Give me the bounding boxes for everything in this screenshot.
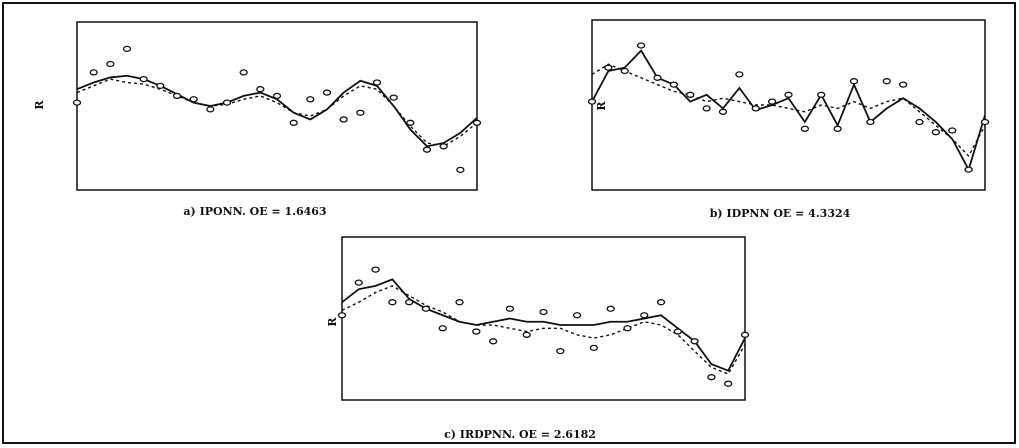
data-point xyxy=(274,93,281,98)
data-point xyxy=(474,120,481,125)
solid-line xyxy=(342,279,745,370)
data-point xyxy=(406,300,413,305)
data-point xyxy=(456,300,463,305)
data-point xyxy=(157,83,164,88)
data-point xyxy=(736,72,743,77)
data-point xyxy=(457,167,464,172)
data-point xyxy=(720,109,727,114)
data-point xyxy=(424,147,431,152)
data-point xyxy=(851,79,858,84)
y-axis-label: R xyxy=(33,100,46,110)
data-point xyxy=(440,144,447,149)
caption: b) IDPNN OE = 4.3324 xyxy=(710,207,851,220)
data-point xyxy=(540,309,547,314)
data-point xyxy=(257,87,264,92)
data-point xyxy=(867,120,874,125)
dashed-line xyxy=(342,286,745,374)
data-point xyxy=(641,313,648,318)
data-point xyxy=(290,120,297,125)
data-point xyxy=(883,79,890,84)
data-point xyxy=(674,329,681,334)
data-point xyxy=(607,306,614,311)
data-point xyxy=(190,97,197,102)
data-point xyxy=(708,375,715,380)
data-point xyxy=(982,120,989,125)
data-point xyxy=(965,167,972,172)
data-point xyxy=(374,80,381,85)
data-point xyxy=(390,95,397,100)
data-point xyxy=(658,300,665,305)
data-point xyxy=(589,99,596,104)
data-point xyxy=(691,339,698,344)
data-point xyxy=(725,381,732,386)
solid-line xyxy=(77,76,477,147)
data-point xyxy=(834,126,841,131)
caption: a) IPONN. OE = 1.6463 xyxy=(183,205,326,218)
data-point xyxy=(90,70,97,75)
data-point xyxy=(355,280,362,285)
dashed-line xyxy=(592,64,985,156)
data-point xyxy=(574,313,581,318)
data-point xyxy=(742,332,749,337)
data-point xyxy=(624,326,631,331)
data-point xyxy=(769,99,776,104)
y-axis-label: R xyxy=(595,101,608,111)
data-point xyxy=(422,306,429,311)
data-point xyxy=(74,100,81,105)
data-point xyxy=(670,82,677,87)
data-point xyxy=(307,97,314,102)
data-point xyxy=(703,106,710,111)
plot-frame xyxy=(342,237,745,400)
solid-line xyxy=(592,51,985,170)
data-point xyxy=(932,130,939,135)
data-point xyxy=(506,306,513,311)
plot-frame xyxy=(77,22,477,190)
data-point xyxy=(949,128,956,133)
data-point xyxy=(140,77,147,82)
data-point xyxy=(224,100,231,105)
data-point xyxy=(900,82,907,87)
data-point xyxy=(174,93,181,98)
data-point xyxy=(687,92,694,97)
data-point xyxy=(107,62,114,67)
caption: c) IRDPNN. OE = 2.6182 xyxy=(444,428,596,441)
data-point xyxy=(324,90,331,95)
data-point xyxy=(785,92,792,97)
data-point xyxy=(605,65,612,70)
data-point xyxy=(240,70,247,75)
data-point xyxy=(638,43,645,48)
data-point xyxy=(752,106,759,111)
data-point xyxy=(340,117,347,122)
data-point xyxy=(523,332,530,337)
data-point xyxy=(389,300,396,305)
data-point xyxy=(124,46,131,51)
data-point xyxy=(557,349,564,354)
figure: a) IPONN. OE = 1.6463 Rb) IDPNN OE = 4.33… xyxy=(0,0,1019,448)
data-point xyxy=(473,329,480,334)
data-point xyxy=(590,345,597,350)
data-point xyxy=(339,313,346,318)
data-point xyxy=(357,110,364,115)
data-point xyxy=(207,107,214,112)
data-point xyxy=(916,120,923,125)
data-point xyxy=(439,326,446,331)
data-point xyxy=(490,339,497,344)
y-axis-label: R xyxy=(326,317,339,327)
figure-border xyxy=(3,3,1015,443)
data-point xyxy=(621,69,628,74)
data-point xyxy=(818,92,825,97)
data-point xyxy=(654,75,661,80)
plot-frame xyxy=(592,20,985,190)
data-point xyxy=(801,126,808,131)
data-point xyxy=(372,267,379,272)
data-point xyxy=(407,120,414,125)
